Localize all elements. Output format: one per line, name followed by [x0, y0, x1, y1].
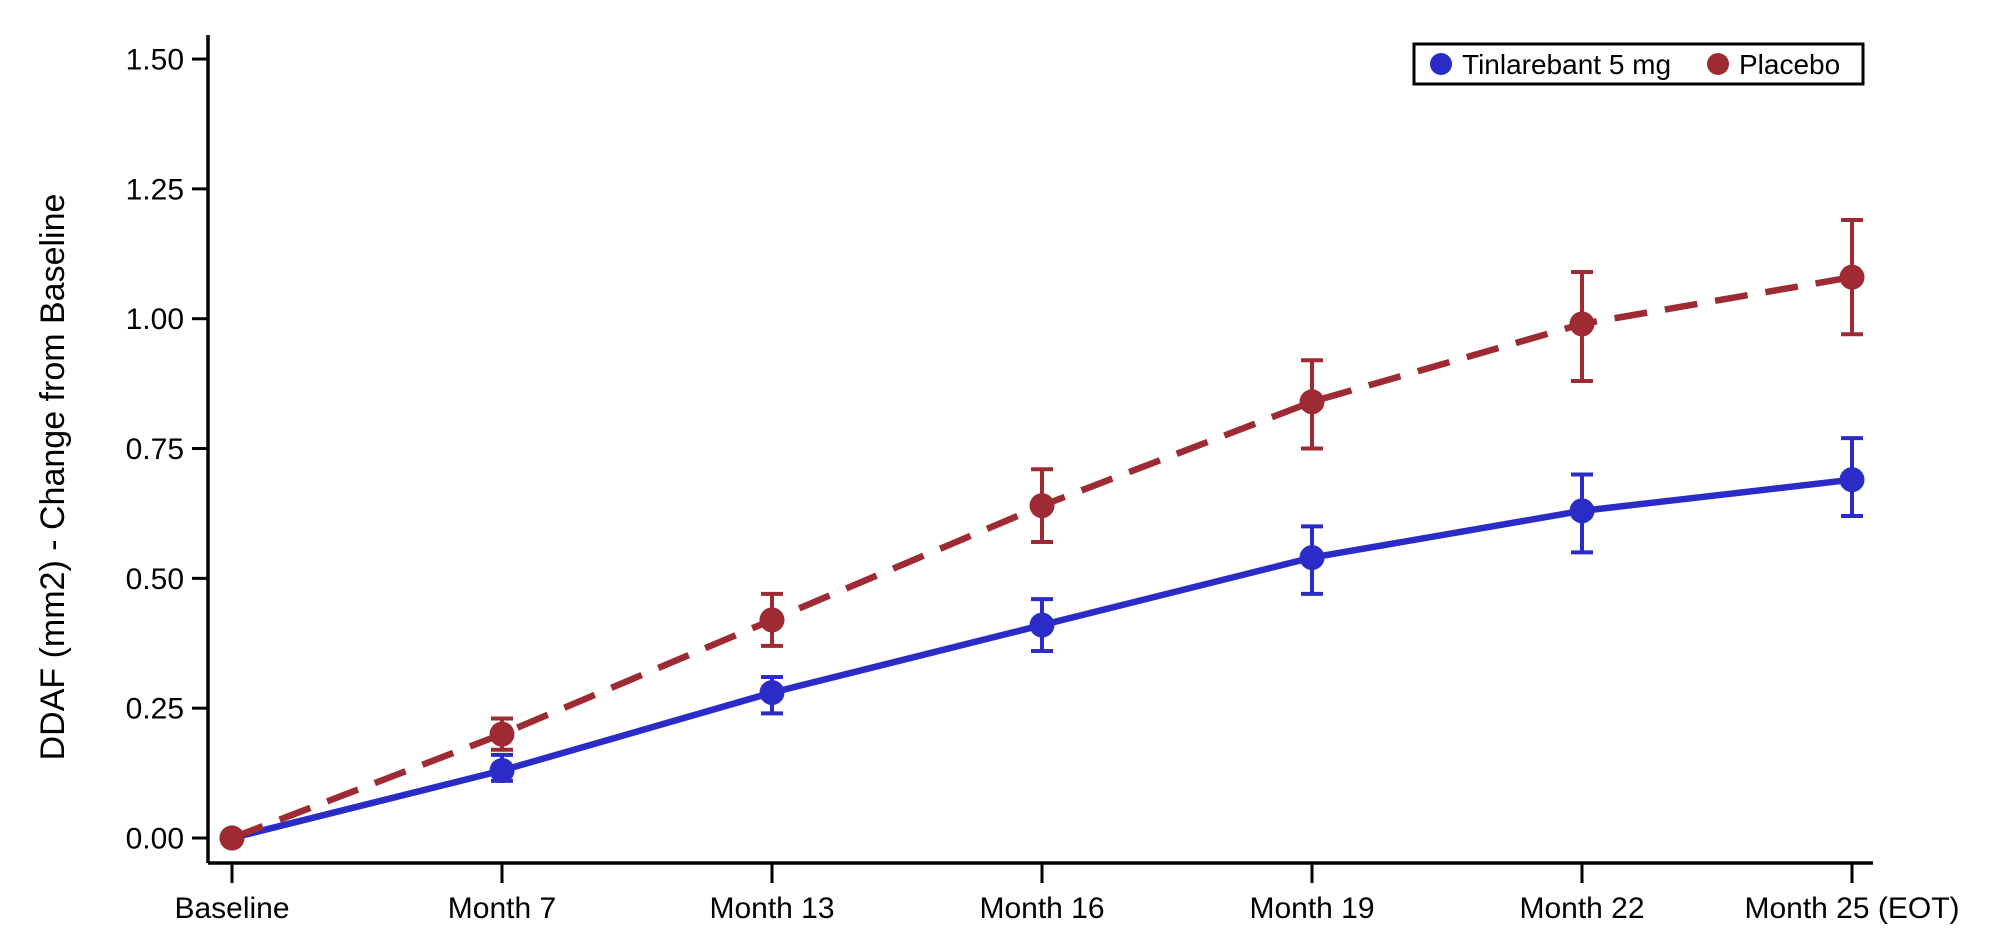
series-placebo [219, 218, 1865, 851]
y-tick-label: 1.50 [126, 44, 184, 77]
y-axis [192, 57, 208, 840]
legend-marker-placebo [1707, 53, 1729, 75]
y-axis-title: DDAF (mm2) - Change from Baseline [34, 194, 72, 761]
data-point-tinlarebant-5-mg [489, 757, 515, 783]
data-point-placebo [489, 721, 515, 747]
y-tick-label: 0.25 [126, 693, 184, 726]
data-point-tinlarebant-5-mg [759, 680, 785, 706]
data-point-tinlarebant-5-mg [1299, 545, 1325, 571]
y-tick-label: 1.00 [126, 303, 184, 336]
data-point-placebo [1569, 311, 1595, 337]
data-point-tinlarebant-5-mg [1029, 612, 1055, 638]
x-tick-label: Month 22 [1519, 892, 1644, 925]
legend-box [1412, 42, 1865, 86]
data-point-placebo [1839, 264, 1865, 290]
data-point-placebo [1029, 493, 1055, 519]
x-tick-label: Month 13 [709, 892, 834, 925]
series-line-placebo [230, 273, 1853, 842]
data-point-tinlarebant-5-mg [1569, 498, 1595, 524]
y-tick-label: 0.00 [126, 823, 184, 856]
x-axis [230, 863, 1854, 883]
y-tick-label: 1.25 [126, 173, 184, 206]
x-tick-label: Month 7 [448, 892, 556, 925]
data-point-placebo [1299, 389, 1325, 415]
legend-marker-tinlarebant [1430, 53, 1452, 75]
y-tick-label: 0.75 [126, 433, 184, 466]
series-tinlarebant-5-mg [219, 436, 1865, 851]
legend [1412, 42, 1865, 86]
x-tick-label: Month 25 (EOT) [1744, 892, 1959, 925]
legend-label-tinlarebant: Tinlarebant 5 mg [1462, 49, 1671, 80]
x-tick-label: Baseline [174, 892, 289, 925]
data-point-tinlarebant-5-mg [1839, 467, 1865, 493]
y-tick-label: 0.50 [126, 563, 184, 596]
data-point-placebo [219, 825, 245, 851]
x-tick-label: Month 19 [1249, 892, 1374, 925]
data-point-placebo [759, 607, 785, 633]
legend-label-placebo: Placebo [1739, 49, 1840, 80]
x-tick-label: Month 16 [979, 892, 1104, 925]
